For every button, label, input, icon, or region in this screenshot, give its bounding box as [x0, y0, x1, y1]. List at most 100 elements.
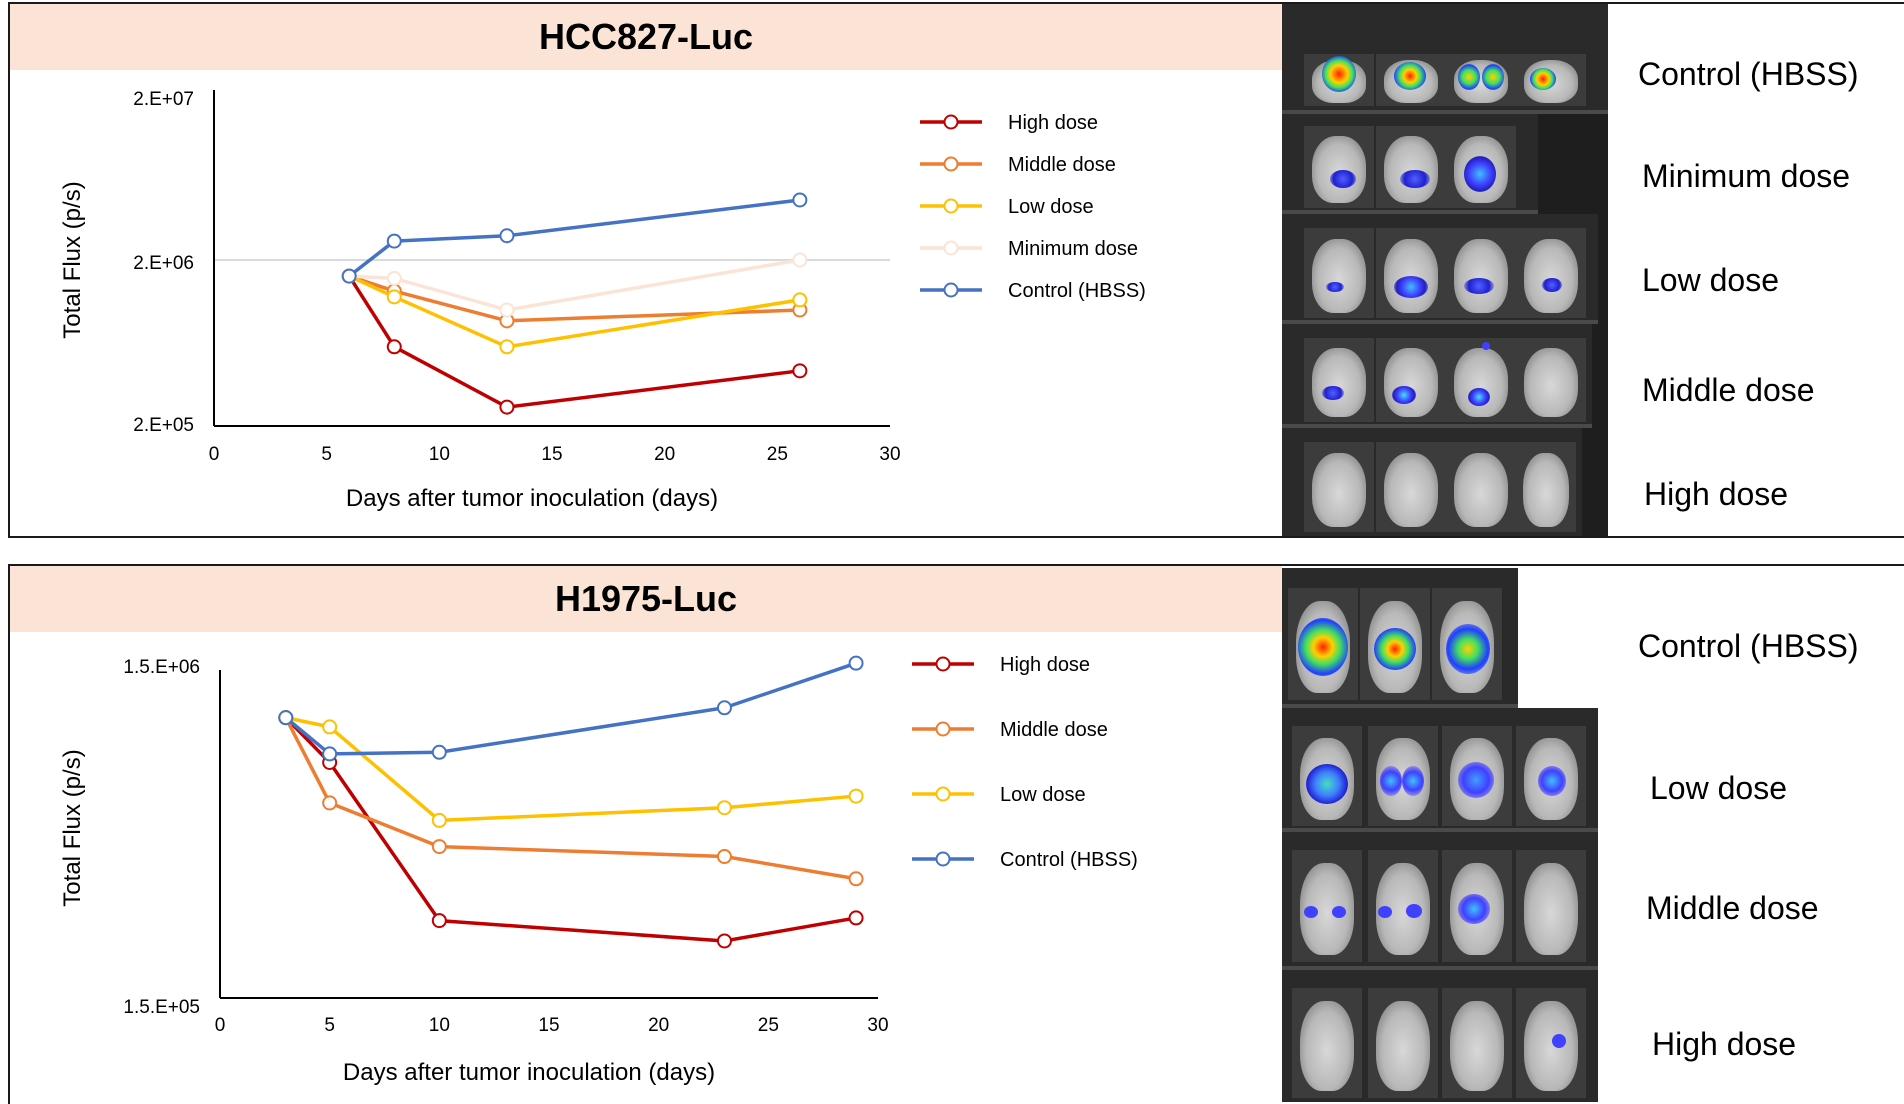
mouse-image: [1516, 726, 1586, 826]
mouse-image: [1292, 850, 1362, 962]
data-point: [322, 795, 338, 811]
mouse-image: [1516, 988, 1586, 1098]
title-bar: [10, 566, 1282, 632]
panel-hcc827: HCC827-Luc 0 5 10 15 20 25 30 2.E+07 2.E+06 2.E+0…: [8, 2, 1904, 538]
imaging-row: [1282, 832, 1598, 970]
x-tick-label: 0: [209, 444, 220, 465]
data-point: [278, 710, 294, 726]
x-tick-label: 10: [429, 1015, 450, 1036]
legend-swatch-marker: [943, 282, 959, 298]
series-line: [284, 716, 857, 943]
y-tick-label: 1.5.E+05: [123, 997, 200, 1018]
mouse-image: [1304, 442, 1374, 532]
series-line: [347, 275, 801, 409]
imaging-row: [1282, 4, 1608, 114]
chart-title: HCC827-Luc: [538, 16, 754, 57]
mouse-image: [1376, 126, 1446, 208]
x-tick-label: 15: [541, 444, 562, 465]
imaging-row: [1282, 114, 1538, 214]
mouse-image: [1368, 988, 1438, 1098]
x-tick-label: 25: [767, 444, 788, 465]
x-tick-label: 5: [321, 444, 332, 465]
legend-swatch-marker: [935, 851, 951, 867]
data-point: [431, 744, 447, 760]
mouse-image: [1516, 228, 1586, 318]
panel-h1975: H1975-Luc 0 5 10 15 20 25 30 1.5.E+06 1.5.E+05 Da…: [8, 564, 1904, 1104]
data-point: [499, 399, 515, 415]
data-point: [848, 871, 864, 887]
mouse-image: [1516, 850, 1586, 962]
data-point: [792, 363, 808, 379]
x-axis-title: Days after tumor inoculation (days): [346, 485, 718, 512]
data-point: [341, 268, 357, 284]
x-tick-label: 20: [654, 444, 675, 465]
mouse-image: [1516, 54, 1586, 106]
data-point: [848, 910, 864, 926]
imaging-row-label: Control (HBSS): [1638, 56, 1859, 92]
mouse-image: [1446, 228, 1516, 318]
mouse-image: [1304, 228, 1374, 318]
y-tick-label: 2.E+07: [133, 89, 194, 110]
mouse-image: [1376, 228, 1446, 318]
mouse-image: [1288, 588, 1358, 700]
series-line: [348, 274, 800, 323]
data-point: [792, 192, 808, 208]
mouse-image: [1432, 588, 1502, 700]
data-point: [792, 292, 808, 308]
legend-swatch-marker: [935, 786, 951, 802]
series-line: [349, 258, 801, 312]
imaging-row: [1282, 324, 1592, 428]
mouse-image: [1442, 850, 1512, 962]
series-line: [348, 198, 801, 278]
x-tick-label: 30: [879, 444, 900, 465]
imaging-row-label: Minimum dose: [1642, 158, 1851, 194]
data-point: [499, 228, 515, 244]
mouse-image: [1376, 338, 1446, 422]
x-tick-label: 20: [648, 1015, 669, 1036]
y-tick-label: 2.E+06: [133, 253, 194, 274]
imaging-row: [1282, 970, 1598, 1102]
mouse-image: [1360, 588, 1430, 700]
title-bar: [10, 4, 1282, 70]
mouse-image: [1368, 850, 1438, 962]
y-tick-label: 1.5.E+06: [123, 657, 200, 678]
mouse-image: [1376, 442, 1446, 532]
imaging-row: [1282, 708, 1598, 832]
data-point: [386, 233, 402, 249]
data-point: [386, 339, 402, 355]
legend-label: Middle dose: [1008, 154, 1116, 176]
imaging-row-label: Middle dose: [1642, 372, 1815, 408]
legend-swatch-marker: [935, 656, 951, 672]
mouse-image: [1304, 338, 1374, 422]
data-point: [792, 252, 808, 268]
mouse-image: [1446, 338, 1516, 422]
imaging-panel: [1282, 568, 1608, 1102]
series-line: [284, 716, 857, 881]
data-point: [716, 849, 732, 865]
legend-swatch-marker: [943, 198, 959, 214]
data-point: [431, 913, 447, 929]
chart-h1975: 0 5 10 15 20 25 30 1.5.E+06 1.5.E+05 Days after t…: [59, 654, 1138, 1086]
legend-label: Control (HBSS): [1008, 280, 1146, 302]
chart-hcc827: 0 5 10 15 20 25 30 2.E+07 2.E+06 2.E+05 Days after…: [59, 89, 1146, 512]
data-point: [386, 270, 402, 286]
imaging-panel: [1282, 4, 1608, 536]
mouse-image: [1368, 726, 1438, 826]
data-point: [499, 302, 515, 318]
imaging-row-label: Middle dose: [1646, 890, 1819, 926]
x-tick-label: 30: [867, 1015, 888, 1036]
legend-swatch-marker: [943, 114, 959, 130]
x-tick-label: 25: [758, 1015, 779, 1036]
y-axis-title: Total Flux (p/s): [59, 749, 86, 906]
imaging-row-label: High dose: [1652, 1026, 1797, 1062]
imaging-row: [1282, 214, 1598, 324]
legend-swatch-marker: [943, 156, 959, 172]
legend-swatch-marker: [935, 721, 951, 737]
x-tick-label: 10: [429, 444, 450, 465]
mouse-image: [1446, 54, 1516, 106]
legend-label: Control (HBSS): [1000, 849, 1138, 871]
data-point: [499, 339, 515, 355]
mouse-image: [1516, 442, 1576, 532]
mouse-image: [1304, 54, 1374, 106]
legend-label: Minimum dose: [1008, 238, 1138, 260]
